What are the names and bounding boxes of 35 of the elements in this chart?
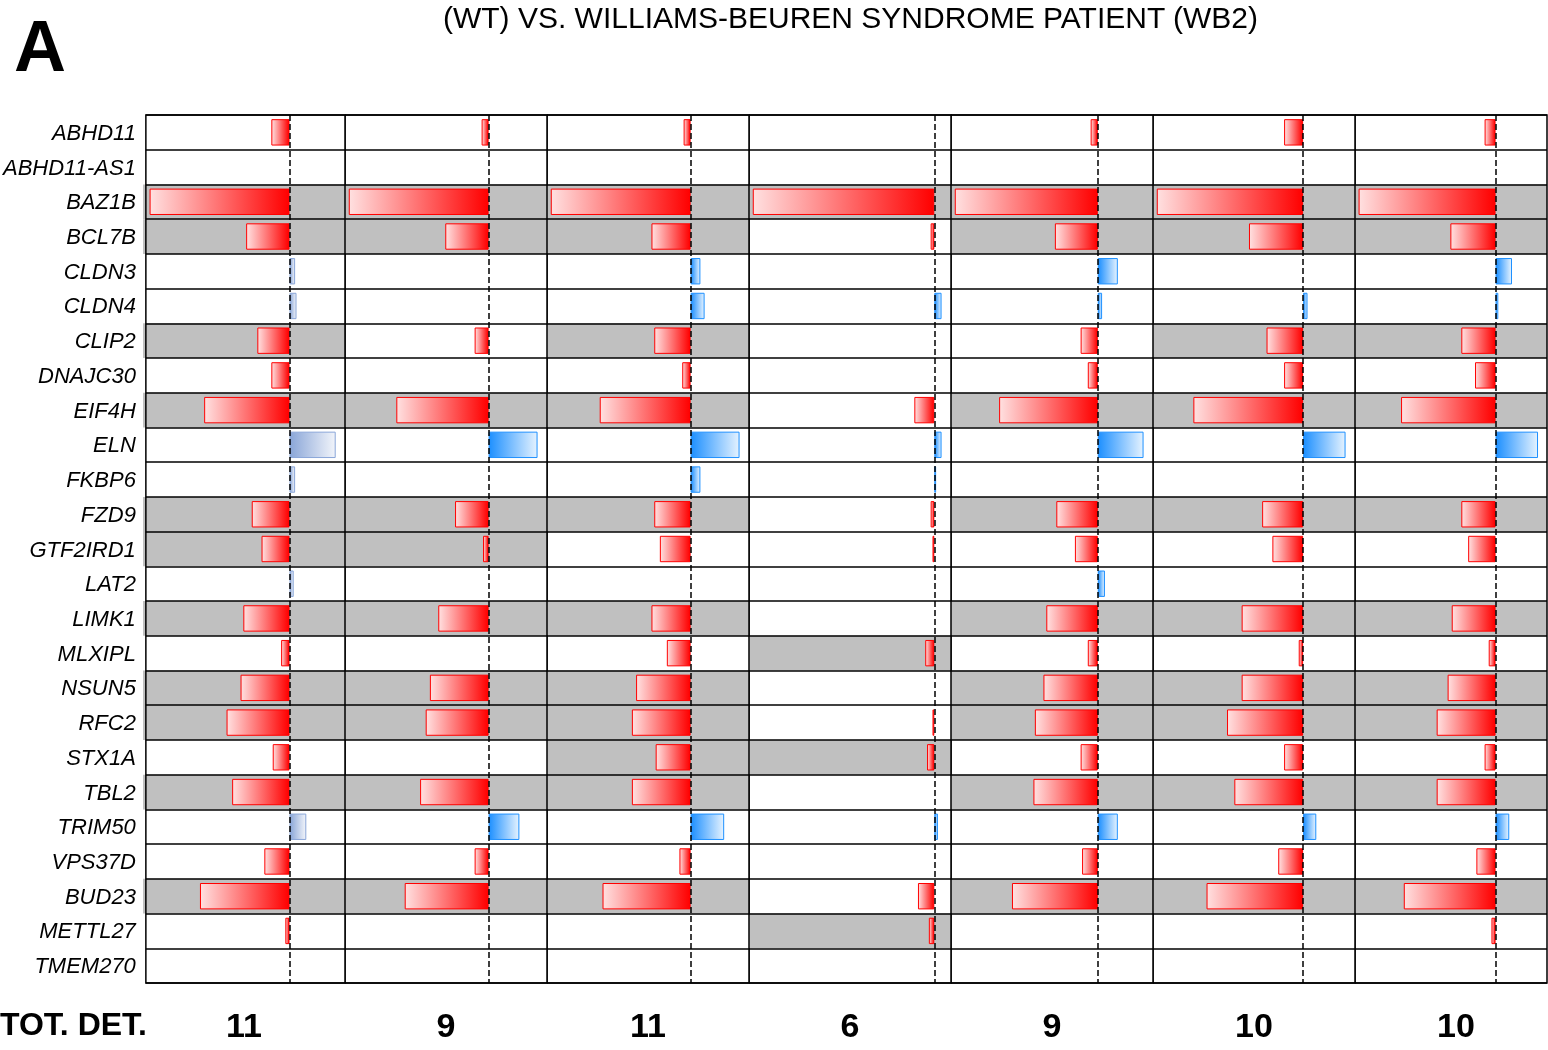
y-tick-label: FKBP6 bbox=[66, 467, 137, 493]
text: 6 bbox=[840, 1006, 860, 1044]
y-tick-label: EIF4H bbox=[73, 397, 136, 423]
y-tick-label: TBL2 bbox=[83, 779, 136, 805]
y-tick-label: ELN bbox=[93, 432, 136, 458]
text: 11 bbox=[630, 1006, 666, 1044]
text: 9 bbox=[1042, 1006, 1062, 1044]
y-tick-label: MLXIPL bbox=[57, 640, 136, 666]
y-tick-label: TMEM270 bbox=[34, 953, 137, 979]
y-tick-label: BAZ1B bbox=[66, 189, 136, 215]
y-tick-label: LIMK1 bbox=[72, 605, 136, 631]
y-tick-label: CLIP2 bbox=[74, 328, 136, 354]
text: 9 bbox=[436, 1006, 456, 1044]
text: 11 bbox=[226, 1006, 262, 1044]
y-tick-label: ABHD11 bbox=[49, 119, 136, 145]
y-tick-label: GTF2IRD1 bbox=[29, 536, 136, 562]
y-tick-label: METTL27 bbox=[39, 918, 137, 944]
y-tick-label: RFC2 bbox=[78, 710, 136, 736]
text: A bbox=[14, 6, 66, 86]
y-tick-label: FZD9 bbox=[80, 501, 136, 527]
y-tick-label: BCL7B bbox=[66, 224, 136, 250]
y-tick-label: CLDN3 bbox=[63, 258, 137, 284]
y-tick-label: BUD23 bbox=[64, 883, 137, 909]
y-tick-label: LAT2 bbox=[84, 571, 136, 597]
y-tick-label: STX1A bbox=[66, 744, 136, 770]
text: 10 bbox=[1235, 1006, 1273, 1044]
y-tick-label: DNAJC30 bbox=[38, 362, 137, 388]
y-tick-label: CLDN4 bbox=[63, 293, 136, 319]
y-tick-label: VPS37D bbox=[51, 848, 136, 874]
y-tick-label: NSUN5 bbox=[61, 675, 137, 701]
text: 10 bbox=[1437, 1006, 1475, 1044]
text: TOT. DET. bbox=[0, 1006, 147, 1042]
chart-title: (WT) VS. WILLIAMS-BEUREN SYNDROME PATIENT (WB2) bbox=[441, 0, 1260, 36]
y-tick-label: TRIM50 bbox=[57, 814, 137, 840]
y-tick-label: ABHD11-AS1 bbox=[1, 154, 136, 180]
